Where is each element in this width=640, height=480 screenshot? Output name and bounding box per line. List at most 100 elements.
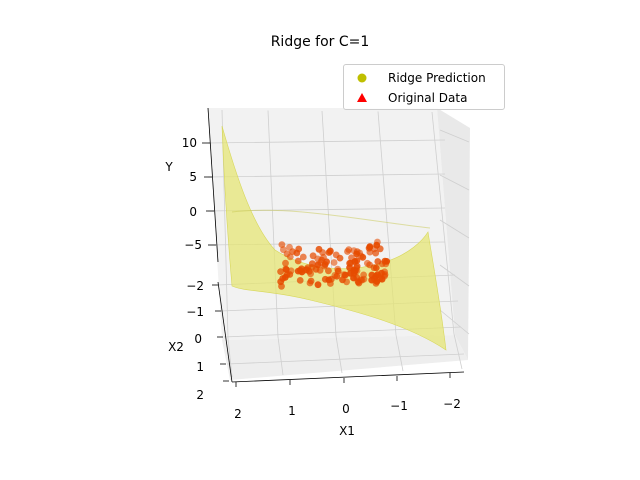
data-point <box>372 264 380 272</box>
legend: Ridge Prediction Original Data <box>343 64 505 110</box>
grid-line <box>439 219 470 239</box>
data-point <box>374 238 381 246</box>
x-axis-line <box>231 371 465 383</box>
data-point <box>381 268 388 276</box>
x-tick-label: 1 <box>288 404 296 418</box>
triangle-marker-icon <box>352 91 372 105</box>
data-point <box>289 248 296 256</box>
y-tick-label: −1 <box>186 305 204 319</box>
data-point <box>325 276 333 284</box>
grid-line <box>439 174 470 191</box>
z-tick-label: −5 <box>184 238 202 252</box>
data-point <box>350 269 358 277</box>
x-tick-label: −1 <box>390 399 408 413</box>
legend-item-original-data: Original Data <box>352 89 467 107</box>
data-point <box>306 279 314 287</box>
data-point <box>312 265 320 273</box>
grid-line <box>439 264 470 287</box>
z-axis-line <box>207 107 219 263</box>
data-point <box>373 278 381 285</box>
grid-line <box>226 353 465 365</box>
grid-line <box>439 129 470 143</box>
data-point <box>330 259 338 266</box>
y-tick-label: 2 <box>196 388 204 402</box>
data-point <box>287 267 295 275</box>
data-point <box>364 259 371 267</box>
y-axis-line <box>217 281 233 383</box>
floor-pane <box>222 335 468 380</box>
data-point <box>323 258 330 266</box>
data-point <box>278 282 285 290</box>
chart-title: Ridge for C=1 <box>270 34 370 50</box>
data-point <box>346 259 353 267</box>
y-tick-label: 1 <box>196 360 204 374</box>
data-point <box>359 253 367 261</box>
data-point <box>314 281 322 289</box>
grid-line <box>207 173 446 178</box>
x-tick-labels: 2 1 0 −1 −2 <box>234 397 461 421</box>
x-tick-label: 2 <box>234 407 242 421</box>
surface-ridge-crest <box>231 209 431 229</box>
y-tick-label: 0 <box>194 332 202 346</box>
data-point <box>309 252 317 260</box>
data-point <box>296 277 304 284</box>
data-point <box>357 276 365 284</box>
circle-marker-icon <box>352 71 372 85</box>
x-axis-label: X1 <box>339 424 355 438</box>
ridge-surface <box>221 125 447 351</box>
data-point <box>353 262 361 270</box>
data-point <box>279 275 287 282</box>
z-ticks <box>202 142 216 246</box>
grid-line <box>453 333 463 370</box>
side-pane <box>437 108 470 360</box>
data-point <box>278 241 286 249</box>
z-axis-label: Y <box>164 160 173 174</box>
legend-label: Original Data <box>388 91 468 105</box>
data-point <box>302 266 309 274</box>
data-point <box>299 253 307 261</box>
y-ticks <box>212 284 229 382</box>
grid-line <box>439 309 470 335</box>
data-point <box>366 248 374 256</box>
data-point <box>344 248 351 255</box>
data-point <box>325 249 333 256</box>
legend-item-ridge-prediction: Ridge Prediction <box>352 69 486 87</box>
data-point <box>282 259 289 267</box>
grid-line <box>207 139 446 144</box>
data-point <box>381 257 389 265</box>
x-tick-label: −2 <box>443 397 461 411</box>
y-axis-label: X2 <box>168 340 184 354</box>
grid-line <box>395 334 404 372</box>
data-point <box>341 271 349 279</box>
data-point <box>283 250 291 258</box>
data-point <box>294 257 302 265</box>
data-point <box>348 254 355 262</box>
data-point <box>366 243 374 250</box>
data-point <box>296 267 304 274</box>
grid-line <box>267 110 279 338</box>
data-point <box>325 267 332 275</box>
data-point <box>376 245 384 253</box>
data-point <box>333 272 341 280</box>
grid-line <box>431 111 455 335</box>
grid-line <box>335 335 343 374</box>
z-tick-label: 0 <box>189 205 197 219</box>
z-tick-labels: 10 5 0 −5 <box>182 136 202 252</box>
data-point <box>334 265 342 273</box>
y-tick-label: −2 <box>186 279 204 293</box>
original-data-points <box>277 238 391 290</box>
x-tick-label: 0 <box>342 402 350 416</box>
legend-label: Ridge Prediction <box>388 71 486 85</box>
y-tick-labels: −2 −1 0 1 2 <box>186 279 204 402</box>
data-point <box>332 251 340 259</box>
z-tick-label: 5 <box>189 170 197 184</box>
data-point <box>353 250 360 258</box>
z-tick-label: 10 <box>182 136 197 150</box>
data-point <box>315 245 323 253</box>
grid-line <box>227 337 233 378</box>
data-point <box>353 257 361 264</box>
data-point <box>277 268 284 275</box>
x-ticks <box>235 373 451 387</box>
